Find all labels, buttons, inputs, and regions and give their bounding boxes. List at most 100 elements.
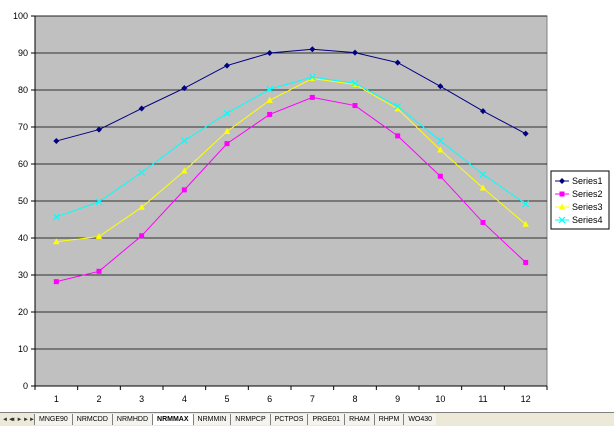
- data-point: [139, 233, 145, 239]
- series-series4: [52, 73, 530, 221]
- x-tick-label: 6: [267, 394, 272, 404]
- prev-sheet-button[interactable]: ◄: [9, 416, 16, 423]
- sheet-tab-pctpos[interactable]: PCTPOS: [269, 414, 308, 425]
- sheet-tab-nrmmin[interactable]: NRMMIN: [192, 414, 231, 425]
- x-tick-label: 1: [54, 394, 59, 404]
- data-point: [53, 279, 59, 285]
- y-tick-label: 40: [18, 233, 28, 243]
- legend-item: Series4: [555, 215, 603, 225]
- sheet-tab-list: MNGE90 NRMCDD NRMHDD NRMMAX NRMMIN NRMPCP PCTP…: [34, 414, 437, 425]
- legend-item: Series2: [555, 189, 603, 199]
- data-point: [138, 169, 146, 176]
- data-point: [522, 130, 529, 137]
- x-tick-label: 10: [435, 394, 445, 404]
- data-point: [181, 85, 188, 92]
- data-point: [266, 96, 273, 103]
- data-point: [180, 137, 188, 145]
- series-line: [56, 96, 527, 283]
- data-point: [267, 111, 273, 117]
- legend-marker: [559, 191, 565, 197]
- data-point: [394, 105, 401, 112]
- y-tick-label: 100: [13, 11, 28, 21]
- chart-area: 0 10 20 30 40 50 60 70 80 90 100 1 2 3 4 5 6 7 8 9 10 11 12 Ser…: [13, 11, 610, 404]
- sheet-tab-nrmhdd[interactable]: NRMHDD: [111, 414, 153, 425]
- x-tick-label: 4: [182, 394, 187, 404]
- data-point: [308, 73, 316, 81]
- data-point: [53, 238, 60, 245]
- series-line: [56, 76, 526, 218]
- legend-item: Series1: [555, 176, 603, 186]
- sheet-tab-rham[interactable]: RHAM: [344, 414, 374, 425]
- data-point: [95, 233, 103, 240]
- data-point: [352, 49, 358, 56]
- data-point: [266, 85, 274, 93]
- x-tick-label: 3: [139, 394, 144, 404]
- data-point: [479, 184, 487, 191]
- data-point: [223, 109, 231, 117]
- legend: Series1 Series2 Series3 Series4: [550, 170, 610, 230]
- legend-marker: [559, 178, 565, 184]
- x-tick-label: 8: [352, 394, 357, 404]
- y-tick-label: 60: [18, 159, 28, 169]
- data-point: [53, 138, 60, 145]
- data-point: [181, 167, 188, 174]
- data-point: [224, 141, 230, 147]
- data-point: [309, 94, 315, 100]
- sheet-tab-mnge90[interactable]: MNGE90: [34, 414, 72, 425]
- data-point: [437, 83, 444, 90]
- y-tick-label: 90: [18, 48, 28, 58]
- data-point: [138, 203, 145, 210]
- data-point: [437, 173, 443, 179]
- data-point: [95, 198, 103, 206]
- last-sheet-button[interactable]: ►►: [23, 416, 35, 423]
- data-point: [523, 259, 529, 265]
- data-point: [479, 170, 487, 178]
- series-series1: [53, 46, 529, 145]
- data-point: [96, 268, 102, 274]
- data-point: [436, 137, 444, 145]
- sheet-tab-rhpm[interactable]: RHPM: [373, 414, 404, 425]
- next-sheet-button[interactable]: ►: [16, 416, 23, 423]
- data-point: [480, 108, 486, 115]
- sheet-tab-bar: ◄◄ ◄ ► ►► MNGE90 NRMCDD NRMHDD NRMMAX NRMMIN…: [0, 412, 614, 426]
- x-tick-label: 7: [310, 394, 315, 404]
- legend-label: Series4: [572, 215, 603, 225]
- series-line: [56, 48, 526, 142]
- data-point: [437, 146, 444, 153]
- data-point: [394, 59, 401, 66]
- sheet-tab-wo430[interactable]: WO430: [403, 414, 437, 425]
- series-line: [56, 78, 526, 243]
- sheet-tab-nrmmax[interactable]: NRMMAX: [152, 414, 193, 425]
- legend-label: Series1: [572, 176, 603, 186]
- data-point: [522, 200, 530, 208]
- y-tick-label: 70: [18, 122, 28, 132]
- y-tick-label: 30: [18, 270, 28, 280]
- data-point: [394, 102, 402, 110]
- sheet-tab-prge01[interactable]: PRGE01: [307, 414, 345, 425]
- sheet-tab-nrmcdd[interactable]: NRMCDD: [71, 414, 112, 425]
- data-point: [480, 219, 486, 225]
- x-tick-label: 12: [521, 394, 531, 404]
- data-point: [223, 127, 231, 134]
- x-tick-label: 2: [96, 394, 101, 404]
- sheet-tab-nrmpcp[interactable]: NRMPCP: [230, 414, 270, 425]
- data-point: [309, 46, 316, 53]
- legend-label: Series3: [572, 202, 603, 212]
- data-point: [352, 103, 358, 109]
- series-series2: [53, 94, 529, 285]
- legend-marker: [558, 203, 566, 210]
- legend-item: Series3: [555, 202, 603, 212]
- data-point: [181, 187, 187, 193]
- data-point: [309, 75, 316, 82]
- data-point: [522, 220, 529, 227]
- data-point: [351, 79, 359, 87]
- x-tick-label: 5: [224, 394, 229, 404]
- sheet-nav-buttons: ◄◄ ◄ ► ►►: [2, 416, 35, 423]
- legend-label: Series2: [572, 189, 603, 199]
- y-tick-label: 0: [23, 381, 28, 391]
- data-point: [266, 50, 273, 56]
- data-point: [395, 133, 401, 139]
- data-point: [138, 105, 145, 112]
- first-sheet-button[interactable]: ◄◄: [2, 416, 14, 423]
